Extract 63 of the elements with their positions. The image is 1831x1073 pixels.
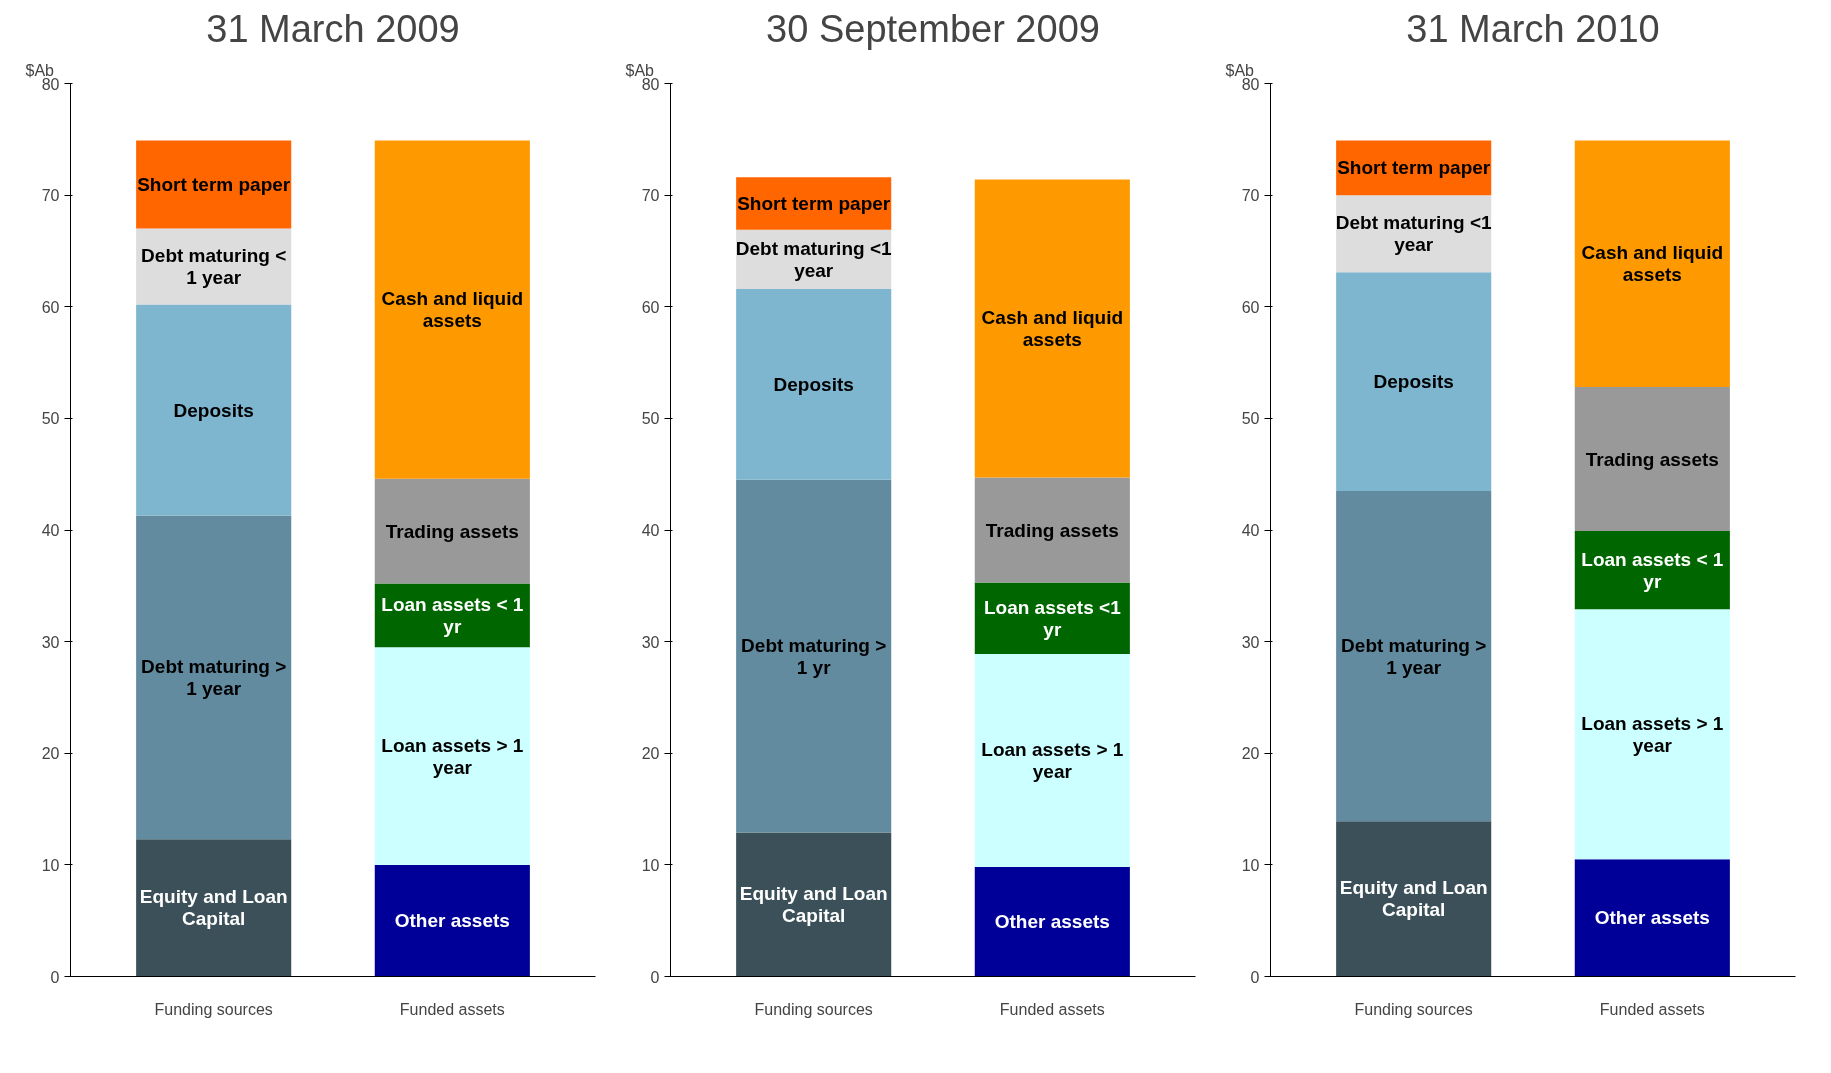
series-label: Short term paper — [1337, 157, 1491, 179]
series-label: Loan assets > 1 year — [1581, 712, 1724, 756]
x-tick-label: Funding sources — [754, 1000, 873, 1018]
series-label: Loan assets <1 yr — [983, 596, 1122, 640]
y-tick-label: 70 — [1241, 187, 1260, 205]
series-label: Equity and Loan Capital — [1339, 877, 1488, 921]
y-tick-label: 0 — [650, 968, 660, 986]
series-label: Trading assets — [385, 520, 519, 542]
series-label: Other assets — [994, 911, 1110, 933]
y-tick-label: 20 — [41, 745, 60, 763]
series-label: Equity and Loan Capital — [139, 886, 288, 930]
chart-title: 30 September 2009 — [766, 7, 1100, 50]
x-tick-label: Funded assets — [399, 1000, 505, 1018]
y-tick-label: 20 — [1241, 745, 1260, 763]
series-label: Loan assets > 1 year — [381, 734, 524, 778]
y-tick-label: 60 — [41, 298, 60, 316]
series-label: Loan assets < 1 yr — [1581, 548, 1724, 592]
y-tick-label: 10 — [641, 856, 660, 874]
series-label: Other assets — [1594, 907, 1710, 929]
series-label: Cash and liquid assets — [381, 288, 524, 332]
series-label: Debt maturing < 1 year — [141, 245, 287, 289]
chart-title: 31 March 2009 — [206, 7, 460, 50]
series-label: Other assets — [394, 910, 510, 932]
series-label: Short term paper — [737, 193, 891, 214]
chart-title: 31 March 2010 — [1406, 7, 1660, 50]
y-tick-label: 10 — [1241, 856, 1260, 874]
y-tick-label: 20 — [641, 745, 660, 763]
series-label: Deposits — [173, 399, 254, 421]
x-tick-label: Funded assets — [999, 1000, 1105, 1018]
y-tick-label: 30 — [1241, 633, 1260, 651]
y-tick-label: 0 — [50, 968, 60, 986]
series-label: Debt maturing <1 year — [1335, 212, 1492, 256]
series-label: Loan assets < 1 yr — [381, 593, 524, 637]
series-label: Trading assets — [1585, 448, 1719, 470]
y-tick-label: 50 — [41, 410, 60, 428]
series-label: Debt maturing > 1 yr — [741, 634, 887, 678]
y-tick-label: 40 — [41, 522, 60, 539]
series-label: Debt maturing > 1 year — [141, 655, 287, 699]
x-tick-label: Funding sources — [1354, 1000, 1473, 1018]
y-tick-label: 0 — [1250, 968, 1260, 986]
series-label: Equity and Loan Capital — [739, 882, 888, 927]
y-tick-label: 10 — [41, 856, 60, 874]
series-label: Debt maturing > 1 year — [1341, 634, 1487, 678]
series-label: Debt maturing <1 year — [735, 237, 892, 281]
series-label: Deposits — [1373, 371, 1454, 393]
y-tick-label: 50 — [641, 410, 660, 428]
series-label: Deposits — [773, 373, 854, 395]
series-label: Cash and liquid assets — [1581, 242, 1724, 286]
series-label: Cash and liquid assets — [981, 306, 1124, 351]
y-tick-label: 30 — [41, 633, 60, 651]
y-tick-label: 60 — [641, 298, 660, 316]
series-label: Short term paper — [137, 174, 291, 196]
series-label: Loan assets > 1 year — [981, 738, 1124, 783]
y-tick-label: 50 — [1241, 410, 1260, 428]
x-tick-label: Funding sources — [154, 1000, 273, 1018]
series-label: Trading assets — [985, 519, 1119, 541]
y-tick-label: 40 — [1241, 522, 1260, 539]
y-tick-label: 30 — [641, 633, 660, 651]
y-tick-label: 40 — [641, 522, 660, 539]
y-tick-label: 70 — [641, 187, 660, 205]
x-tick-label: Funded assets — [1599, 1000, 1705, 1018]
y-tick-label: 60 — [1241, 298, 1260, 316]
y-tick-label: 70 — [41, 187, 60, 205]
